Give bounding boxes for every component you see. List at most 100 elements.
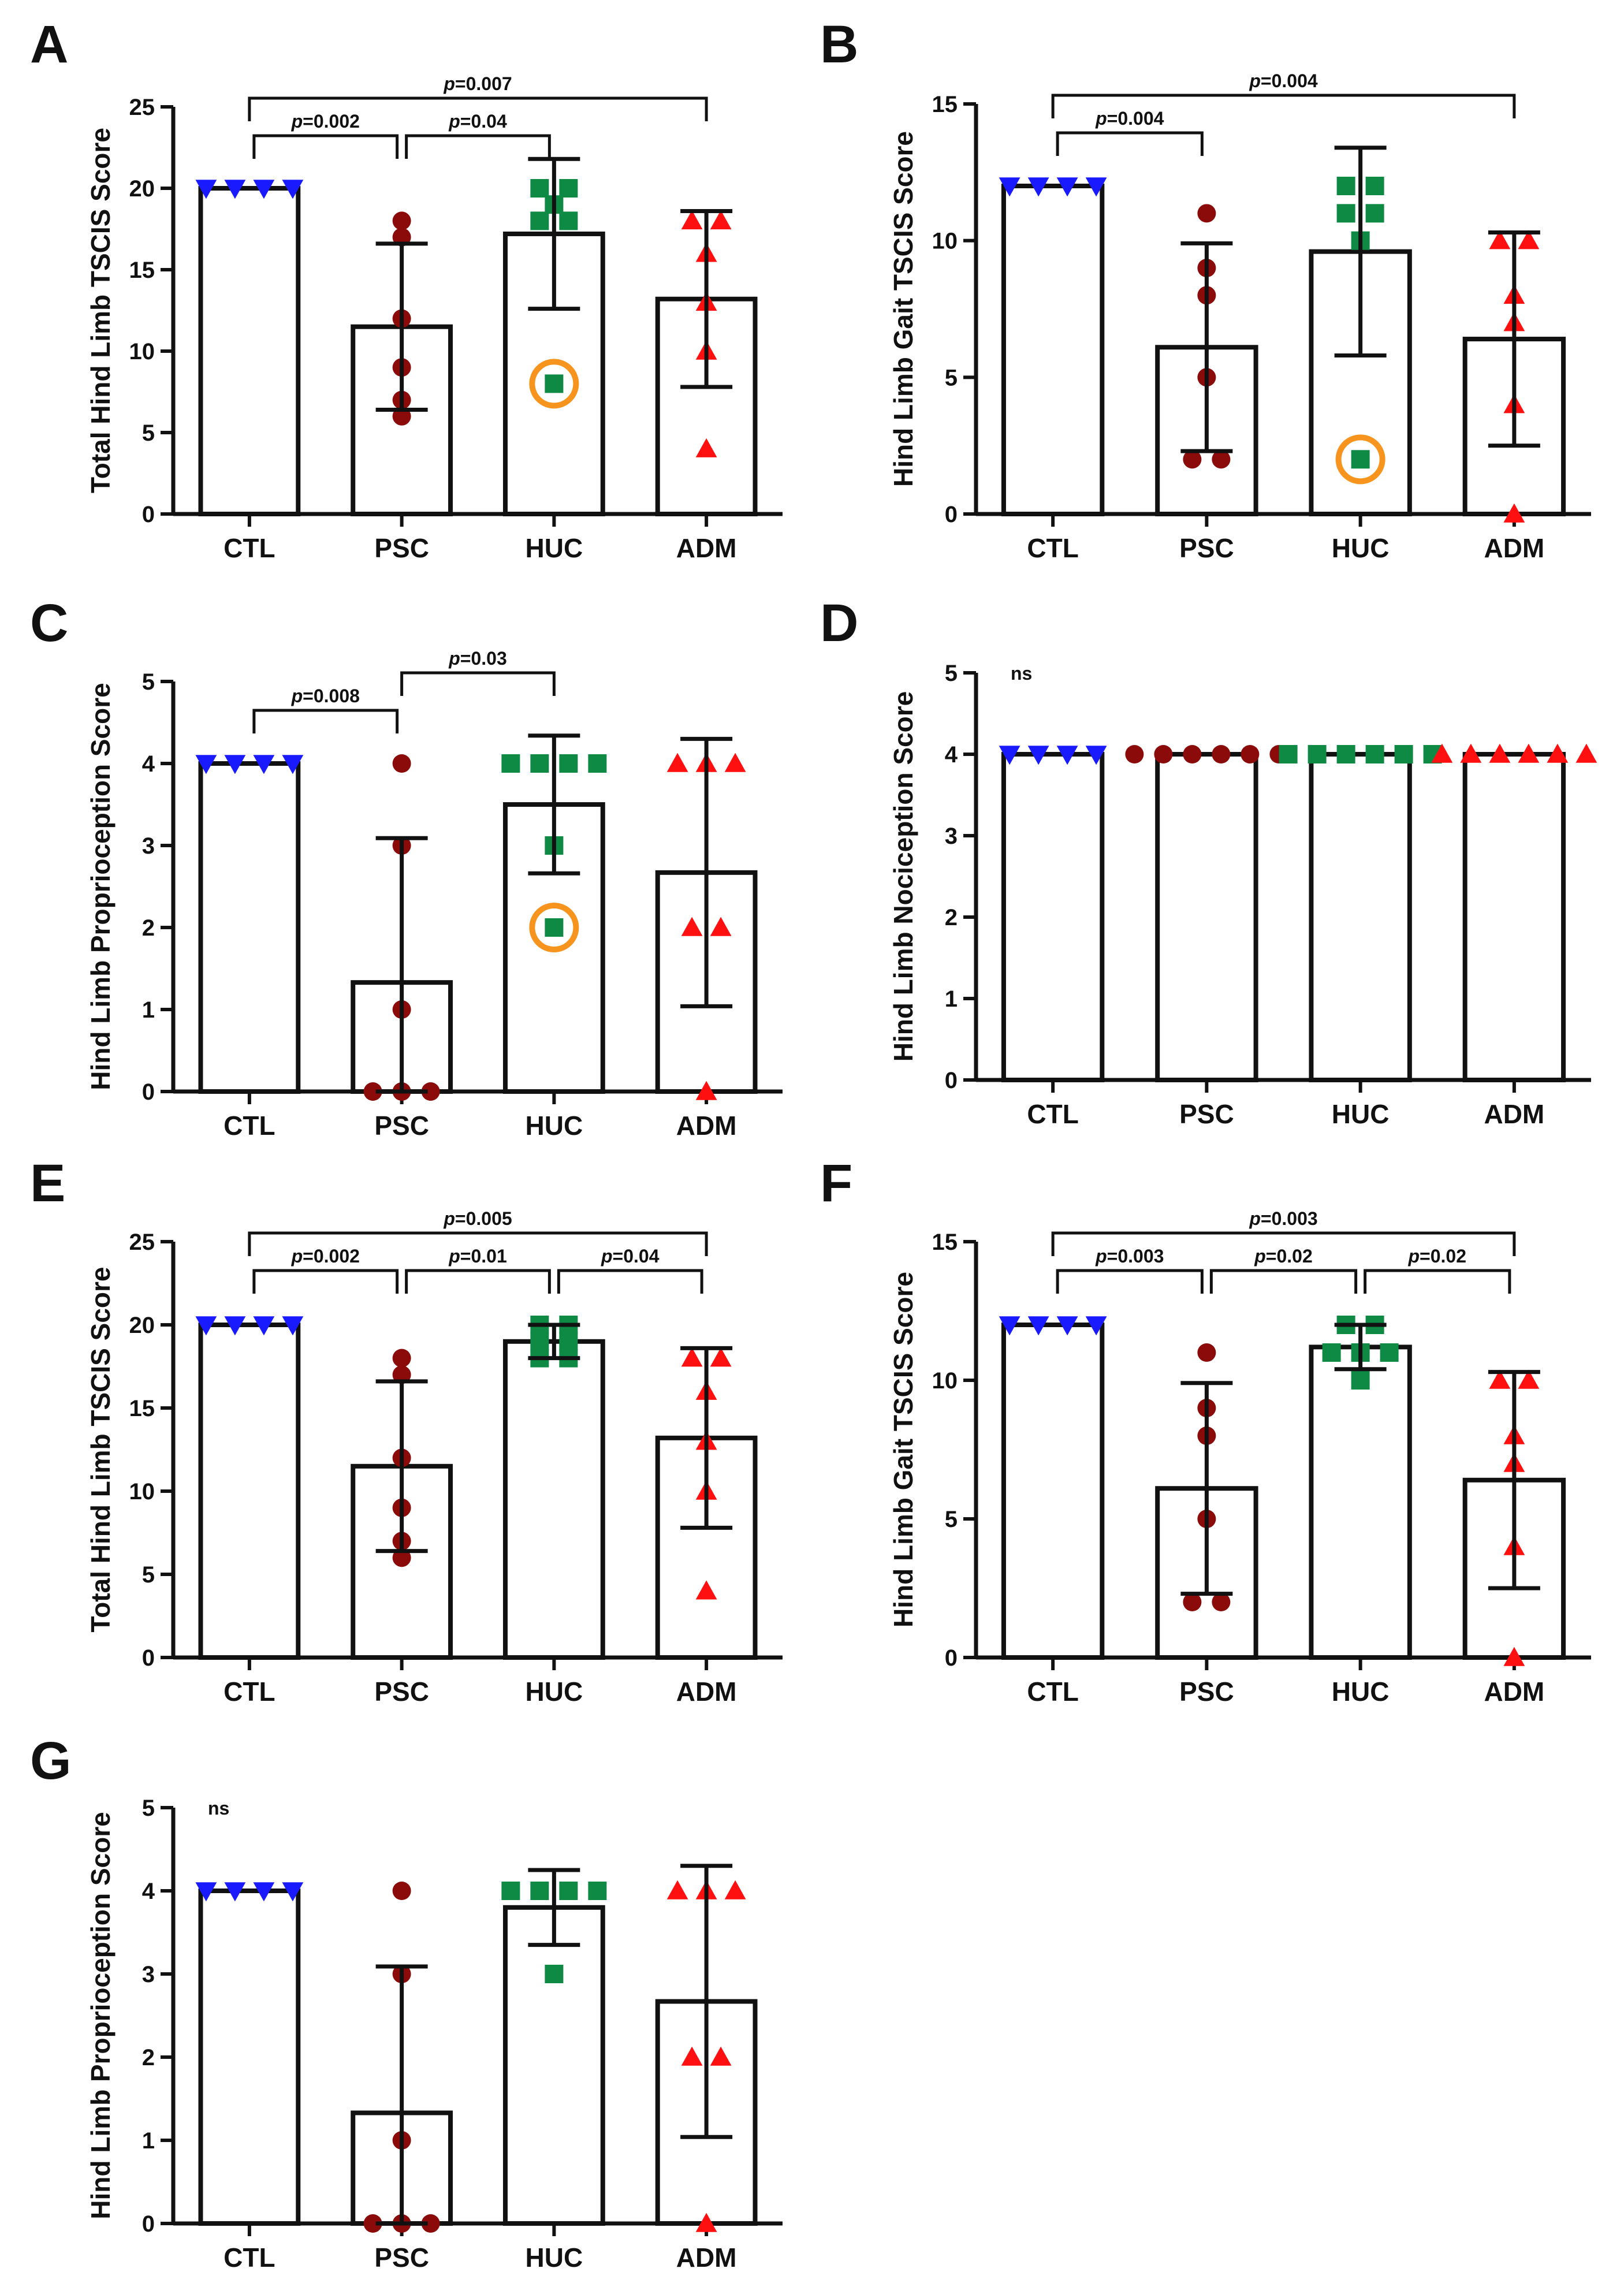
panel-c: C 0 1 2 3 4 5 CTL PSC HUC ADM Hind Limb Propriocept… [30, 594, 783, 1141]
y-tick-label: 2 [142, 915, 155, 941]
x-category-label: HUC [1332, 1099, 1390, 1129]
data-point [1336, 204, 1355, 223]
p-value-label: p=0.003 [1249, 1208, 1317, 1229]
data-point [392, 211, 411, 230]
significance-bracket [252, 1269, 399, 1294]
data-point [363, 2214, 382, 2233]
highlight-ring [529, 903, 579, 952]
x-category-label: CTL [224, 2243, 275, 2273]
data-point [681, 210, 703, 230]
significance-bracket [1051, 1231, 1516, 1256]
bar-group-psc [1125, 745, 1288, 1082]
p-value-label: p=0.04 [448, 111, 507, 132]
significance-bracket [1056, 1269, 1204, 1294]
y-tick-label: 5 [142, 420, 155, 446]
p-symbol: p [291, 111, 303, 132]
p-value-label: p=0.03 [448, 648, 507, 669]
data-point [559, 1332, 578, 1351]
data-point [282, 755, 304, 774]
significance-bracket [1364, 1269, 1511, 1294]
significance-bracket [248, 96, 708, 121]
p-value: =0.002 [303, 1246, 360, 1267]
panel-letter: F [820, 1154, 852, 1213]
data-point [999, 1316, 1020, 1336]
data-point [1154, 745, 1173, 763]
data-point [1027, 177, 1049, 197]
data-point [530, 179, 549, 198]
bar-huc [1309, 1344, 1412, 1660]
bar-group-huc [502, 1316, 605, 1660]
x-category-label: PSC [1179, 1677, 1234, 1707]
data-point [421, 2214, 440, 2233]
bar-group-huc [1279, 745, 1442, 1082]
y-tick-label: 25 [129, 1230, 155, 1255]
p-value: =0.008 [303, 686, 360, 706]
y-tick-label: 5 [142, 669, 155, 695]
significance-bracket [405, 134, 551, 159]
data-point [710, 917, 732, 936]
y-tick-label: 1 [945, 986, 958, 1012]
data-point [1056, 177, 1078, 197]
p-value: =0.04 [613, 1246, 660, 1267]
p-value-label: p=0.04 [601, 1246, 660, 1267]
p-value: =0.03 [460, 648, 507, 669]
y-tick-label: 15 [932, 92, 958, 117]
data-point [282, 180, 304, 199]
y-tick-label: 3 [142, 833, 155, 859]
panel-letter: C [30, 594, 68, 653]
panel-g: G 0 1 2 3 4 5 CTL PSC HUC ADM Hind Limb Propriocept… [30, 1731, 783, 2273]
data-point [695, 438, 717, 457]
data-point [392, 1882, 411, 1900]
p-value-label: p=0.004 [1249, 70, 1318, 91]
y-tick-label: 0 [142, 1079, 155, 1105]
data-point [588, 1882, 607, 1900]
bar-ctl [198, 1889, 301, 2226]
x-category-label: HUC [526, 1111, 583, 1141]
bar-ctl [1001, 184, 1105, 516]
y-tick-label: 2 [945, 905, 958, 930]
data-point [559, 754, 578, 773]
p-value: =0.04 [460, 111, 507, 132]
p-value: =0.02 [1420, 1246, 1466, 1267]
data-point [1460, 743, 1482, 763]
data-point [282, 1316, 304, 1336]
bar-ctl [198, 1323, 301, 1660]
x-category-label: HUC [526, 2243, 583, 2273]
y-tick-label: 10 [932, 1368, 958, 1394]
p-value-label: p=0.02 [1407, 1246, 1466, 1267]
bar-ctl [198, 761, 301, 1094]
x-category-label: ADM [1484, 533, 1544, 563]
data-point [1085, 177, 1107, 197]
data-point [1241, 745, 1260, 763]
p-value: =0.004 [1107, 108, 1164, 129]
data-point [1212, 450, 1231, 469]
data-point [710, 2046, 732, 2066]
y-tick-label: 5 [945, 661, 958, 686]
data-point [1431, 743, 1453, 763]
x-category-label: CTL [224, 533, 275, 563]
data-point [588, 754, 607, 773]
bar-group-psc [351, 1349, 453, 1660]
significance-bracket [557, 1269, 703, 1294]
y-axis-label: Total Hind Limb TSCIS Score [85, 128, 116, 493]
panel-letter: D [820, 594, 858, 653]
data-point [681, 917, 703, 936]
x-category-label: PSC [374, 1677, 429, 1707]
y-axis-label: Hind Limb Proprioception Score [85, 683, 116, 1090]
y-tick-label: 15 [129, 258, 155, 283]
y-tick-label: 15 [129, 1396, 155, 1421]
significance-bracket [1051, 94, 1516, 118]
bar-group-adm [1431, 743, 1597, 1082]
bar-group-adm [655, 1864, 758, 2232]
p-symbol: p [291, 1246, 303, 1267]
data-point [501, 1882, 520, 1900]
data-point [1056, 1316, 1078, 1336]
x-category-label: CTL [224, 1111, 275, 1141]
x-category-label: PSC [374, 1111, 429, 1141]
data-point [999, 746, 1020, 765]
data-point [1056, 746, 1078, 765]
x-category-label: CTL [224, 1677, 275, 1707]
p-symbol: p [291, 686, 303, 706]
p-symbol: p [443, 1208, 455, 1229]
p-symbol: p [448, 1246, 460, 1267]
